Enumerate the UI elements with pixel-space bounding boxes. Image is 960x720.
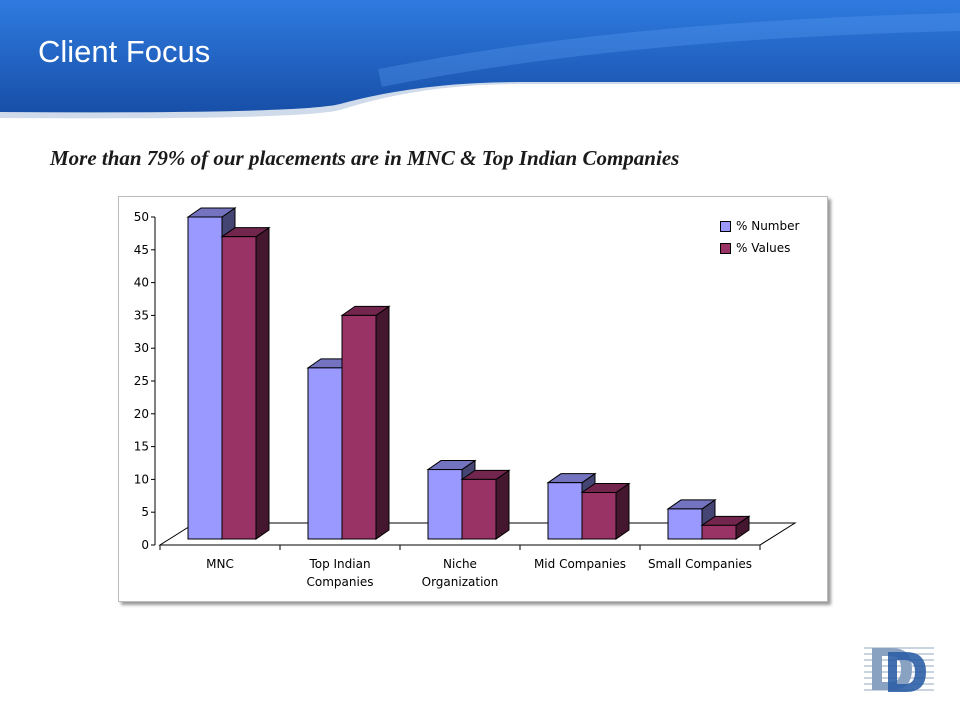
legend-label-number: % Number [736,219,800,233]
legend-swatch-number [720,220,731,232]
y-tick-label: 20 [134,407,149,421]
y-tick-label: 30 [134,341,149,355]
x-category-label: Top Indian [308,557,370,571]
y-tick-label: 35 [134,308,149,322]
y-tick-label: 10 [134,472,149,486]
y-tick-label: 45 [134,243,149,257]
x-category-label: Organization [422,575,499,589]
chart-legend: % Number % Values [720,215,799,259]
x-category-label: Niche [443,557,477,571]
slide-title: Client Focus [38,34,211,69]
y-tick-label: 50 [134,210,149,224]
x-category-label: MNC [206,557,234,571]
legend-swatch-values [720,242,731,254]
legend-item-number: % Number [720,215,799,237]
x-category-label: Companies [307,575,374,589]
y-tick-label: 40 [134,276,149,290]
company-logo-icon [862,642,936,696]
x-category-label: Small Companies [648,557,752,571]
bar-values-2 [460,469,511,540]
legend-label-values: % Values [736,241,791,255]
header-banner [0,0,960,119]
slide-subtitle: More than 79% of our placements are in M… [50,146,680,170]
bar-values-3 [580,482,631,540]
bar-values-4 [700,515,751,540]
legend-item-values: % Values [720,237,799,259]
bar-values-0 [220,226,271,540]
y-tick-label: 5 [141,505,149,519]
bar-values-1 [340,305,391,540]
x-category-label: Mid Companies [534,557,626,571]
y-tick-label: 25 [134,374,149,388]
y-tick-label: 15 [134,440,149,454]
y-tick-label: 0 [141,538,149,552]
